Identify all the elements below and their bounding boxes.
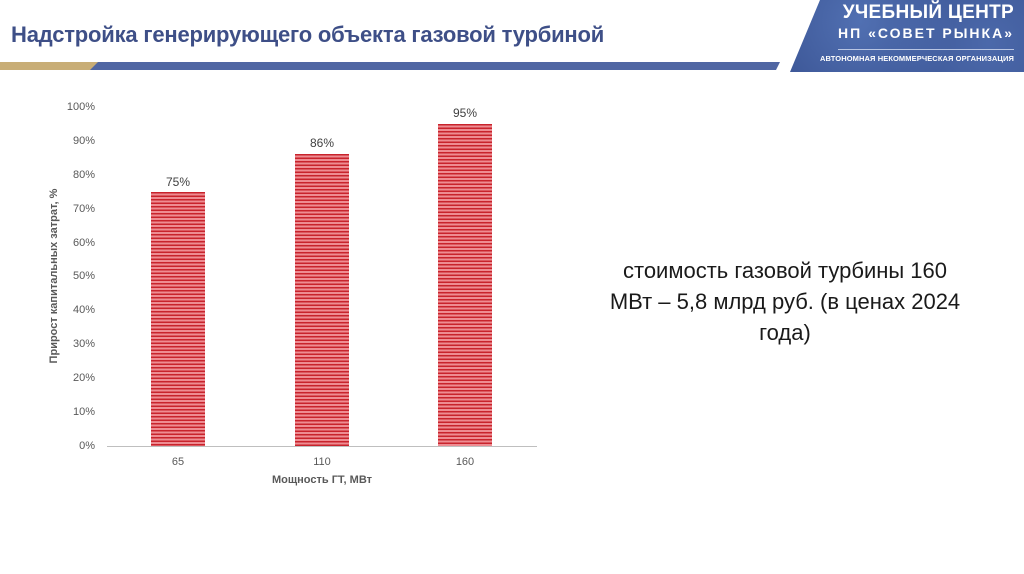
y-tick: 50% xyxy=(72,270,95,282)
x-axis-label: Мощность ГТ, МВт xyxy=(271,474,373,486)
logo-line-3: АВТОНОМНАЯ НЕКОММЕРЧЕСКАЯ ОРГАНИЗАЦИЯ xyxy=(820,54,1014,63)
y-tick: 60% xyxy=(72,237,95,249)
logo-divider xyxy=(838,49,1014,50)
y-tick: 20% xyxy=(72,372,95,384)
logo-line-1: УЧЕБНЫЙ ЦЕНТР xyxy=(842,2,1014,23)
logo-background xyxy=(790,0,1024,72)
page-title: Надстройка генерирующего объекта газовой… xyxy=(11,22,605,47)
bar-110 xyxy=(295,154,349,446)
logo: УЧЕБНЫЙ ЦЕНТР НП «СОВЕТ РЫНКА» АВТОНОМНА… xyxy=(790,0,1024,72)
y-tick: 10% xyxy=(72,406,95,418)
x-tick: 110 xyxy=(313,456,331,468)
bar-160 xyxy=(438,124,492,446)
bar-value-label: 95% xyxy=(452,106,478,120)
header-stripe-gold xyxy=(0,62,98,70)
y-tick: 90% xyxy=(72,135,95,147)
turbine-cost-note: стоимость газовой турбины 160 МВт – 5,8 … xyxy=(609,258,961,345)
logo-line-2: НП «СОВЕТ РЫНКА» xyxy=(838,25,1014,41)
bar-value-label: 75% xyxy=(165,175,191,189)
x-axis-line xyxy=(107,446,537,447)
y-tick: 80% xyxy=(72,169,95,181)
y-tick: 0% xyxy=(79,440,95,452)
y-tick: 100% xyxy=(66,101,95,113)
y-tick: 40% xyxy=(72,304,95,316)
x-tick: 160 xyxy=(455,456,475,468)
x-tick: 65 xyxy=(171,456,185,468)
bar-value-label: 86% xyxy=(309,136,335,150)
bar-65 xyxy=(151,192,205,446)
y-tick: 30% xyxy=(72,338,95,350)
bar-chart: Прирост капитальных затрат, % 100% 90% 8… xyxy=(48,101,537,486)
y-tick: 70% xyxy=(72,203,95,215)
header-stripe-blue xyxy=(90,62,780,70)
